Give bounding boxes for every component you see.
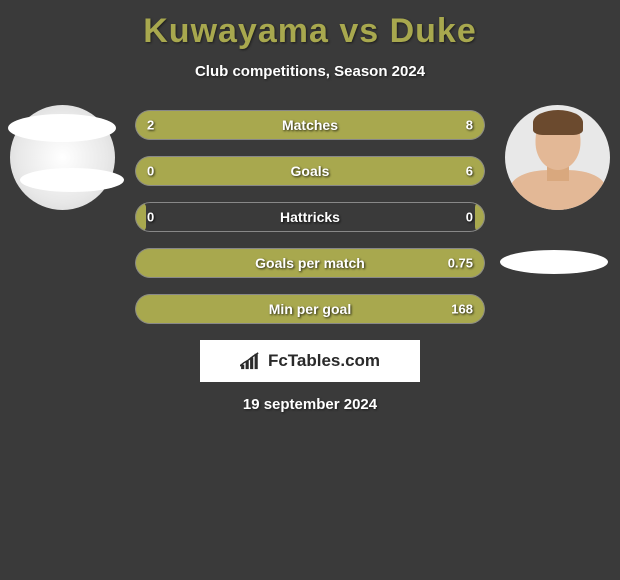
stat-value-right: 0 — [466, 210, 473, 225]
stats-bars: 2Matches80Goals60Hattricks0Goals per mat… — [135, 110, 485, 324]
stat-bar: 0Goals6 — [135, 156, 485, 186]
stat-label: Goals — [135, 163, 485, 179]
comparison-content: 2Matches80Goals60Hattricks0Goals per mat… — [0, 110, 620, 413]
report-date: 19 september 2024 — [0, 396, 620, 413]
stat-bar: Min per goal168 — [135, 294, 485, 324]
stat-label: Min per goal — [135, 301, 485, 317]
stat-label: Hattricks — [135, 209, 485, 225]
logo-text: FcTables.com — [268, 351, 380, 371]
stat-value-right: 8 — [466, 118, 473, 133]
stat-label: Goals per match — [135, 255, 485, 271]
page-subtitle: Club competitions, Season 2024 — [0, 63, 620, 80]
stat-label: Matches — [135, 117, 485, 133]
page-title: Kuwayama vs Duke — [0, 0, 620, 51]
chart-icon — [240, 352, 262, 370]
decorative-oval — [8, 114, 116, 142]
decorative-oval — [20, 168, 124, 192]
stat-bar: Goals per match0.75 — [135, 248, 485, 278]
decorative-oval — [500, 250, 608, 274]
stat-value-right: 168 — [451, 302, 473, 317]
stat-bar: 2Matches8 — [135, 110, 485, 140]
fctables-logo: FcTables.com — [200, 340, 420, 382]
stat-value-right: 0.75 — [448, 256, 473, 271]
player-right-avatar — [505, 105, 610, 210]
stat-value-right: 6 — [466, 164, 473, 179]
stat-bar: 0Hattricks0 — [135, 202, 485, 232]
